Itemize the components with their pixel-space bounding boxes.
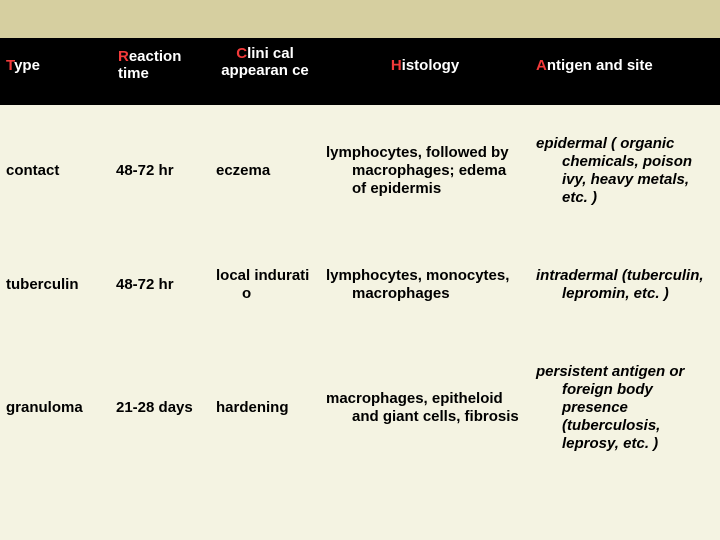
hypersensitivity-table: Type Reaction time Clini cal appearan ce… (0, 38, 720, 483)
table-row: contact 48-72 hr eczema lymphocytes, fol… (0, 105, 720, 237)
header-ant-rest: ntigen and site (547, 57, 653, 74)
header-ca-rest: lini cal appearan ce (221, 45, 309, 79)
cell-clinical-appearance: hardening (210, 333, 320, 483)
cell-histology: lymphocytes, monocytes, macrophages (320, 237, 530, 333)
header-reaction-time: Reaction time (110, 38, 210, 105)
table-row: tuberculin 48-72 hr local indurati o lym… (0, 237, 720, 333)
table-row: granuloma 21-28 days hardening macrophag… (0, 333, 720, 483)
cell-type: tuberculin (0, 237, 110, 333)
cell-type: granuloma (0, 333, 110, 483)
cell-antigen-site: persistent antigen or foreign body prese… (530, 333, 720, 483)
header-ca-initial: C (236, 45, 247, 62)
header-rt-initial: R (118, 48, 129, 65)
cell-histology: macrophages, epitheloid and giant cells,… (320, 333, 530, 483)
header-antigen-site: Antigen and site (530, 38, 720, 105)
cell-type: contact (0, 105, 110, 237)
header-his-initial: H (391, 57, 402, 74)
cell-reaction-time: 48-72 hr (110, 237, 210, 333)
cell-histology: lymphocytes, followed by macrophages; ed… (320, 105, 530, 237)
header-type-rest: ype (14, 57, 40, 74)
header-histology: Histology (320, 38, 530, 105)
header-type-initial: T (6, 57, 14, 74)
title-band (0, 0, 720, 38)
cell-reaction-time: 21-28 days (110, 333, 210, 483)
header-his-rest: istology (402, 57, 460, 74)
cell-reaction-time: 48-72 hr (110, 105, 210, 237)
cell-clinical-appearance: eczema (210, 105, 320, 237)
header-row: Type Reaction time Clini cal appearan ce… (0, 38, 720, 105)
cell-antigen-site: epidermal ( organic chemicals, poison iv… (530, 105, 720, 237)
cell-clinical-appearance: local indurati o (210, 237, 320, 333)
header-clinical-appearance: Clini cal appearan ce (210, 38, 320, 105)
cell-antigen-site: intradermal (tuberculin, lepromin, etc. … (530, 237, 720, 333)
header-ant-initial: A (536, 57, 547, 74)
header-type: Type (0, 38, 110, 105)
